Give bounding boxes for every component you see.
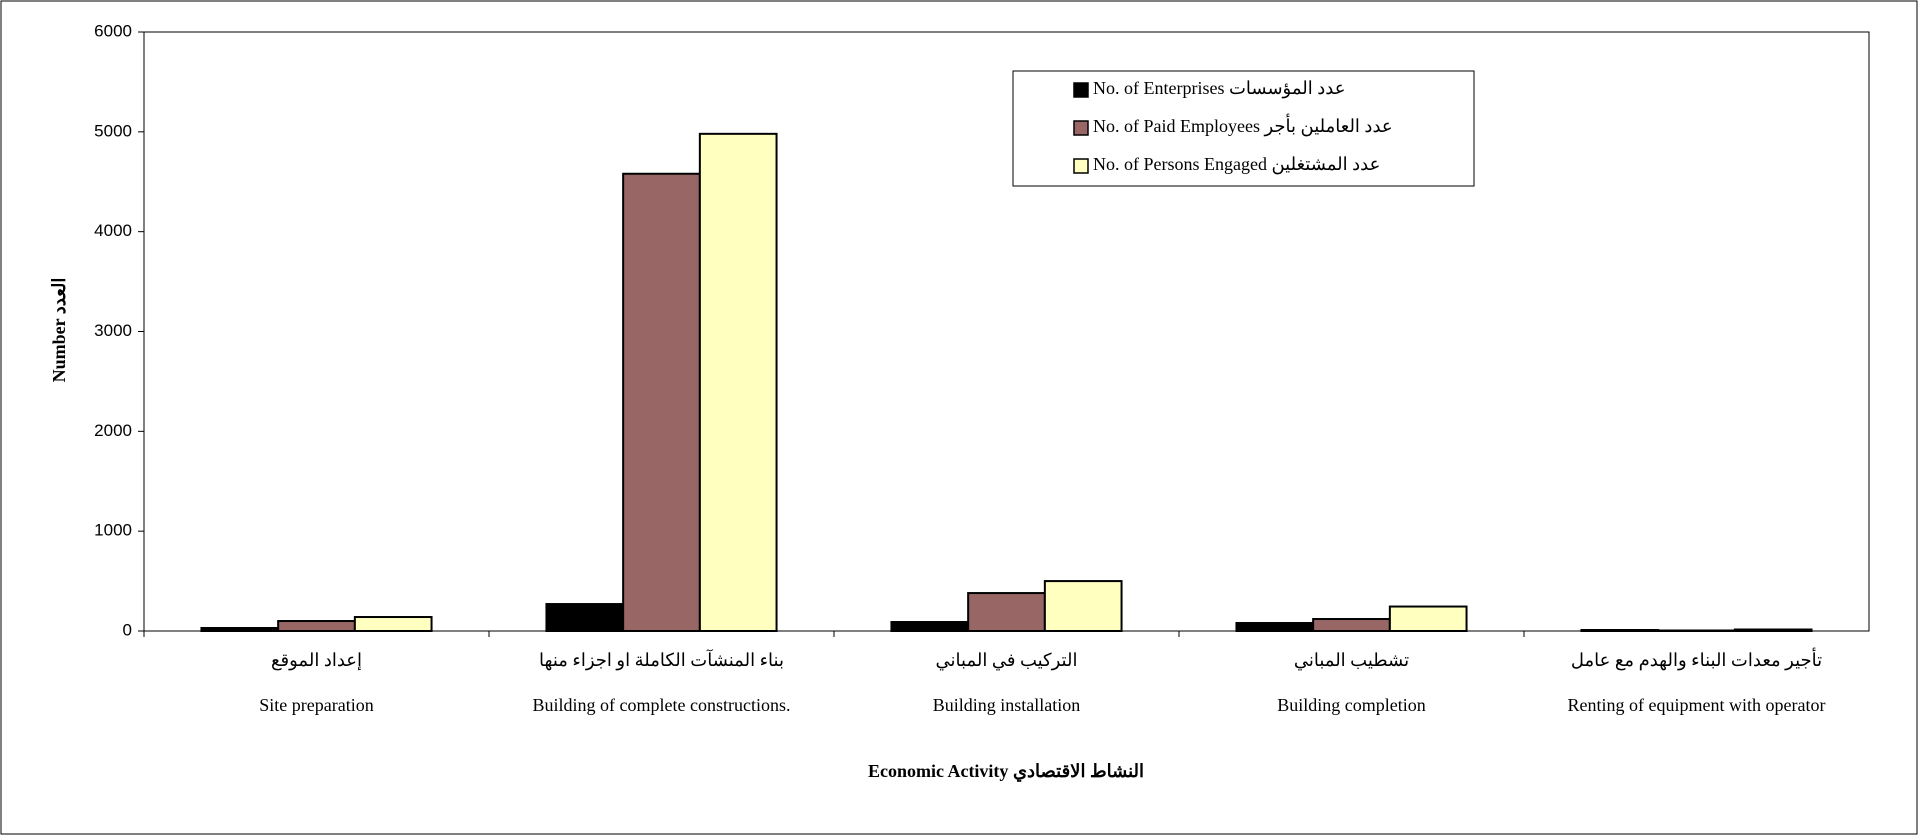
bar bbox=[1312, 618, 1391, 633]
y-tick-label: 0 bbox=[123, 620, 132, 639]
bar bbox=[698, 132, 778, 633]
bar bbox=[622, 172, 701, 632]
x-tick-label-ar: إعداد الموقع bbox=[271, 650, 362, 671]
x-tick-label: Building installation bbox=[933, 695, 1081, 715]
y-tick-label: 4000 bbox=[94, 221, 132, 240]
x-tick-label: Building of complete constructions. bbox=[533, 695, 791, 715]
legend-swatch bbox=[1073, 82, 1089, 98]
plot-area bbox=[143, 31, 1870, 632]
bar bbox=[353, 616, 433, 632]
bar bbox=[545, 603, 625, 632]
y-tick-label: 1000 bbox=[94, 521, 132, 540]
legend-label: No. of Persons Engaged عدد المشتغلين bbox=[1093, 154, 1380, 175]
legend-label: No. of Paid Employees عدد العاملين بأجر bbox=[1093, 113, 1393, 137]
x-axis-label: Economic Activity النشاط الاقتصادي bbox=[868, 761, 1144, 782]
bar bbox=[277, 620, 356, 632]
legend-swatch bbox=[1073, 120, 1089, 136]
bar bbox=[1235, 622, 1315, 632]
bar bbox=[1388, 605, 1468, 632]
legend-label: No. of Enterprises عدد المؤسسات bbox=[1093, 78, 1345, 99]
y-tick-label: 3000 bbox=[94, 321, 132, 340]
y-tick-label: 2000 bbox=[94, 421, 132, 440]
x-tick-label-ar: التركيب في المباني bbox=[936, 650, 1078, 671]
bar bbox=[890, 621, 970, 633]
legend-box bbox=[1012, 70, 1475, 187]
x-tick-label-ar: بناء المنشآت الكاملة او اجزاء منها bbox=[539, 649, 784, 671]
y-tick-label: 5000 bbox=[94, 121, 132, 140]
legend-swatch bbox=[1073, 158, 1089, 174]
x-tick-label: Building completion bbox=[1277, 695, 1426, 715]
bar bbox=[1043, 580, 1123, 632]
x-tick-label-ar: تشطيب المباني bbox=[1294, 650, 1409, 670]
y-tick-label: 6000 bbox=[94, 21, 132, 40]
x-tick-label: Renting of equipment with operator bbox=[1568, 695, 1826, 715]
y-axis-label: Number العدد bbox=[49, 278, 69, 383]
x-tick-label: Site preparation bbox=[259, 695, 373, 715]
x-tick-label-ar: تأجير معدات البناء والهدم مع عامل bbox=[1571, 647, 1822, 671]
bar bbox=[967, 592, 1046, 633]
